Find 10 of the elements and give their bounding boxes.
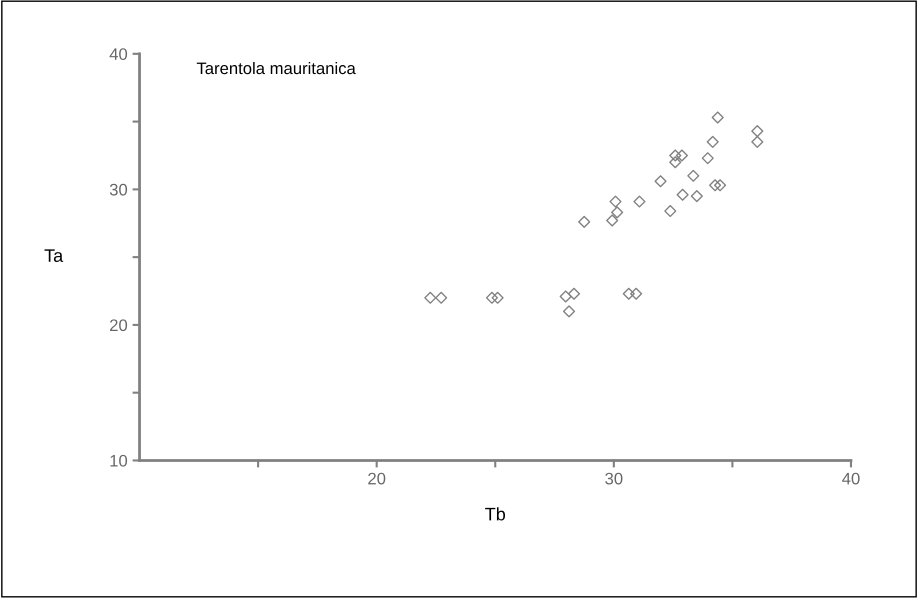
y-tick-label: 40 (110, 48, 128, 60)
y-tick-label: 30 (110, 184, 128, 196)
x-tick-label: 20 (368, 472, 386, 485)
x-tick-label: 40 (842, 472, 860, 485)
x-axis-title: Tb (485, 507, 506, 521)
chart-title: Tarentola mauritanica (196, 62, 356, 74)
y-axis-title: Ta (44, 249, 64, 262)
y-tick-label: 20 (110, 319, 128, 332)
y-tick-label: 10 (110, 454, 128, 467)
x-tick-label: 30 (605, 472, 622, 485)
